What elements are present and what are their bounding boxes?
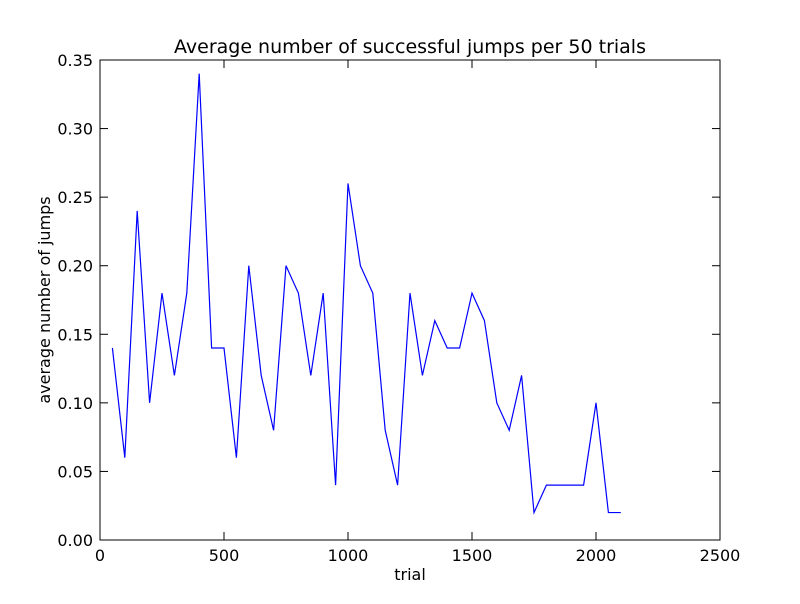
x-tick-label: 2000	[576, 546, 617, 565]
y-tick-label: 0.30	[57, 120, 93, 139]
y-tick-label: 0.15	[57, 325, 93, 344]
series-line-0	[111, 73, 621, 515]
y-tick-label: 0.00	[57, 531, 93, 550]
y-tick-label: 0.25	[57, 188, 93, 207]
chart-title: Average number of successful jumps per 5…	[174, 36, 646, 58]
plot-frame	[99, 59, 721, 541]
series-layer	[111, 73, 621, 515]
x-tick-label: 0	[95, 546, 105, 565]
x-axis-label: trial	[394, 565, 426, 584]
y-tick-label: 0.35	[57, 51, 93, 70]
y-axis-label: average number of jumps	[35, 196, 54, 403]
x-tick-label: 2500	[700, 546, 741, 565]
y-tick-label: 0.10	[57, 394, 93, 413]
tick-layer: 0 500 1000 1500 2000 2500 0.00 0.05 0.10 0.15 0.20…	[57, 51, 740, 565]
x-tick-label: 1500	[452, 546, 493, 565]
y-tick-label: 0.20	[57, 257, 93, 276]
y-tick-label: 0.05	[57, 462, 93, 481]
x-tick-label: 500	[209, 546, 240, 565]
x-tick-label: 1000	[328, 546, 369, 565]
